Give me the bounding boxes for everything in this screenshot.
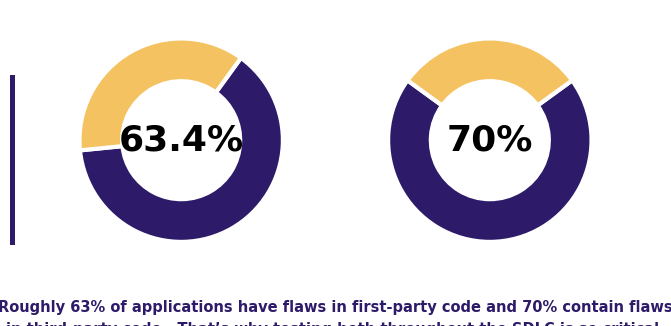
Text: Roughly 63% of applications have flaws in first-party code and 70% contain flaws: Roughly 63% of applications have flaws i… <box>0 300 671 326</box>
Wedge shape <box>407 38 572 106</box>
Text: 63.4%: 63.4% <box>119 123 244 157</box>
Wedge shape <box>388 81 592 242</box>
FancyBboxPatch shape <box>10 75 15 244</box>
Text: 70%: 70% <box>447 123 533 157</box>
Wedge shape <box>79 38 241 150</box>
Wedge shape <box>80 58 283 242</box>
